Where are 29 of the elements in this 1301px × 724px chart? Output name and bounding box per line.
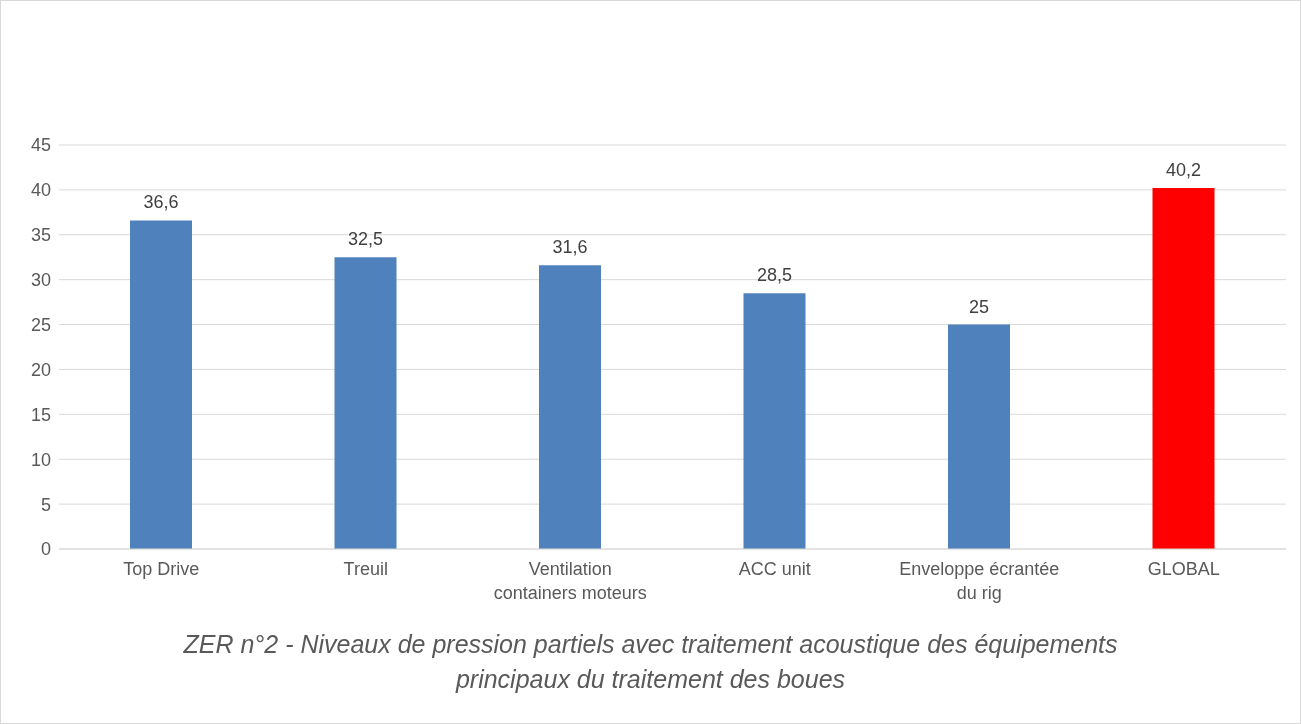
x-tick-label: Enveloppe écrantée du rig <box>899 559 1060 603</box>
y-tick-label: 45 <box>30 135 51 156</box>
text: ZER n°2 - Niveaux de pression partiels avec traitement acoustique des équipements principaux du traitement des boues <box>182 629 1119 695</box>
y-tick-label: 5 <box>40 494 51 515</box>
y-tick-label: 30 <box>30 270 51 291</box>
bar <box>130 220 192 549</box>
x-tick-label: GLOBAL <box>1147 559 1220 579</box>
data-label: 28,5 <box>756 265 793 286</box>
y-tick-label: 35 <box>30 225 51 246</box>
y-tick-label: 25 <box>30 314 51 335</box>
data-label: 36,6 <box>143 192 179 213</box>
x-tick-label: Ventilation containers moteurs <box>493 559 647 603</box>
data-label: 32,5 <box>347 229 384 250</box>
y-tick-label: 20 <box>30 359 51 380</box>
y-tick-label: 40 <box>30 180 51 201</box>
y-tick-label: 10 <box>30 449 51 470</box>
y-tick-label: 0 <box>40 539 51 560</box>
y-tick-label: 15 <box>30 404 51 425</box>
bar <box>948 324 1010 549</box>
data-label: 40,2 <box>1165 160 1202 181</box>
bar <box>539 265 601 549</box>
x-tick-label: Treuil <box>343 559 388 579</box>
bar <box>334 257 397 549</box>
x-tick-label: Top Drive <box>123 559 200 579</box>
bar <box>1152 188 1215 549</box>
data-label: 25 <box>968 296 990 317</box>
bar <box>743 293 806 549</box>
x-tick-label: ACC unit <box>738 559 811 579</box>
data-label: 31,6 <box>552 237 588 258</box>
